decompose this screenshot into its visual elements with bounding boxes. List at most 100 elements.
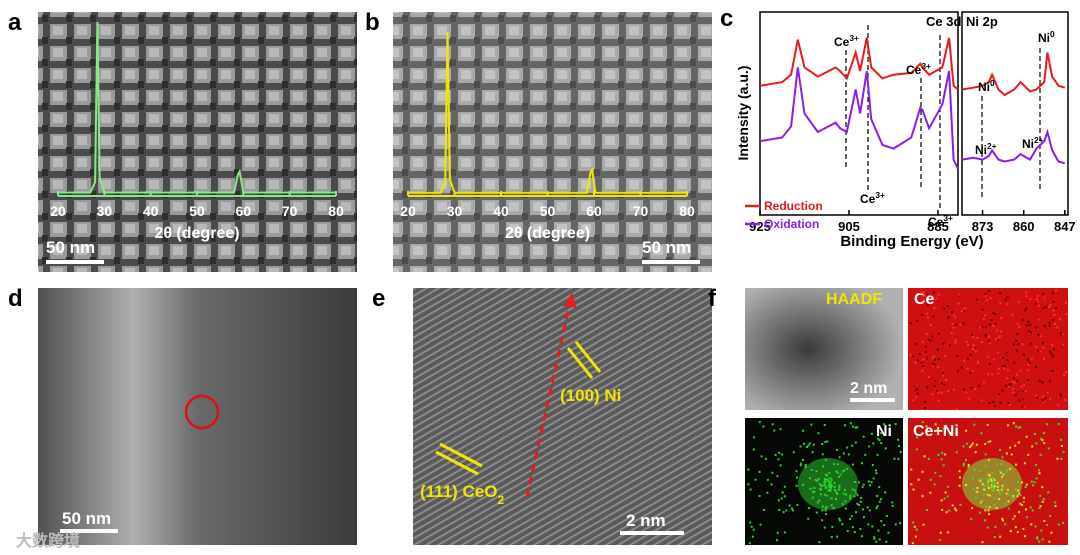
- map-dot: [980, 477, 983, 480]
- map-dot: [747, 468, 750, 471]
- map-dot: [1004, 470, 1007, 473]
- map-dot: [1036, 294, 1039, 297]
- map-dot: [819, 485, 822, 488]
- map-dot: [1061, 333, 1064, 336]
- map-dot: [999, 292, 1002, 295]
- map-dot: [880, 442, 883, 445]
- map-dot: [991, 483, 994, 486]
- map-dot: [987, 355, 990, 358]
- map-dot: [999, 535, 1002, 538]
- map-dot: [971, 369, 974, 372]
- map-dot: [1059, 393, 1062, 396]
- map-dot: [947, 390, 950, 393]
- map-dot: [987, 340, 990, 343]
- map-dot: [830, 478, 833, 481]
- map-dot: [809, 487, 812, 490]
- map-dot: [1017, 342, 1020, 345]
- map-dot: [970, 444, 973, 447]
- map-dot: [821, 505, 824, 508]
- map-dot: [816, 479, 819, 482]
- map-dot: [1006, 303, 1009, 306]
- map-dot: [932, 364, 935, 367]
- map-dot: [1007, 369, 1010, 372]
- map-dot: [885, 540, 888, 543]
- map-dot: [1023, 496, 1026, 499]
- map-dot: [1055, 289, 1058, 292]
- map-dot: [992, 324, 995, 327]
- map-dot: [751, 535, 754, 538]
- map-dot: [1014, 488, 1017, 491]
- x-tick-label: 40: [493, 203, 509, 219]
- plane-label-main: (111) CeO: [420, 482, 498, 501]
- map-dot: [1015, 339, 1018, 342]
- map-dot: [1001, 484, 1004, 487]
- map-dot: [984, 519, 987, 522]
- map-dot: [802, 458, 805, 461]
- map-dot: [1000, 317, 1003, 320]
- map-dot: [862, 516, 865, 519]
- map-dot: [975, 350, 978, 353]
- map-dot: [824, 478, 827, 481]
- map-dot: [980, 432, 983, 435]
- map-dot: [827, 479, 830, 482]
- map-dot: [985, 334, 988, 337]
- map-dot: [1017, 441, 1020, 444]
- map-dot: [914, 342, 917, 345]
- map-dot: [748, 542, 751, 545]
- map-dot: [833, 482, 836, 485]
- map-dot: [766, 478, 769, 481]
- map-dot: [779, 464, 782, 467]
- map-dot: [947, 305, 950, 308]
- map-dot: [788, 504, 791, 507]
- map-dot: [779, 428, 782, 431]
- map-dot: [749, 488, 752, 491]
- map-dot: [1056, 457, 1059, 460]
- annotation-main: Ce: [928, 215, 944, 229]
- map-dot: [1035, 442, 1038, 445]
- map-dot: [1005, 452, 1008, 455]
- annotation: Ni0: [1038, 29, 1055, 45]
- map-dot: [773, 429, 776, 432]
- map-dot: [785, 509, 788, 512]
- map-dot: [825, 474, 828, 477]
- map-dot: [855, 492, 858, 495]
- map-dot: [989, 478, 992, 481]
- map-dot: [925, 351, 928, 354]
- map-dot: [829, 488, 832, 491]
- map-dot: [873, 537, 876, 540]
- map-dot: [954, 323, 957, 326]
- map-dot: [858, 481, 861, 484]
- annotation: Ce3+: [928, 213, 953, 229]
- map-dot: [1020, 385, 1023, 388]
- map-dot: [1012, 494, 1015, 497]
- map-dot: [832, 507, 835, 510]
- map-dot: [1048, 540, 1051, 543]
- map-dot: [867, 480, 870, 483]
- map-dot: [976, 360, 979, 363]
- plane-label: (100) Ni: [560, 386, 621, 405]
- map-dot: [1059, 318, 1062, 321]
- map-dot: [1052, 300, 1055, 303]
- map-dot: [1054, 501, 1057, 504]
- map-dot: [988, 341, 991, 344]
- map-dot: [926, 312, 929, 315]
- map-dot: [1049, 398, 1052, 401]
- map-dot: [1016, 531, 1019, 534]
- map-dot: [1000, 330, 1003, 333]
- map-dot: [807, 517, 810, 520]
- spectrum-line: [759, 67, 959, 170]
- map-label: HAADF: [826, 291, 882, 308]
- map-dot: [835, 498, 838, 501]
- map-dot: [976, 490, 979, 493]
- map-dot: [929, 339, 932, 342]
- map-dot: [1007, 488, 1010, 491]
- map-dot: [921, 340, 924, 343]
- map-dot: [915, 448, 918, 451]
- map-dot: [934, 380, 937, 383]
- map-dot: [1006, 469, 1009, 472]
- map-dot: [1009, 446, 1012, 449]
- map-dot: [987, 480, 990, 483]
- map-dot: [841, 523, 844, 526]
- labels: a b c d e f 50 nm 50 nm 50 nm 2 nm (100)…: [8, 5, 959, 550]
